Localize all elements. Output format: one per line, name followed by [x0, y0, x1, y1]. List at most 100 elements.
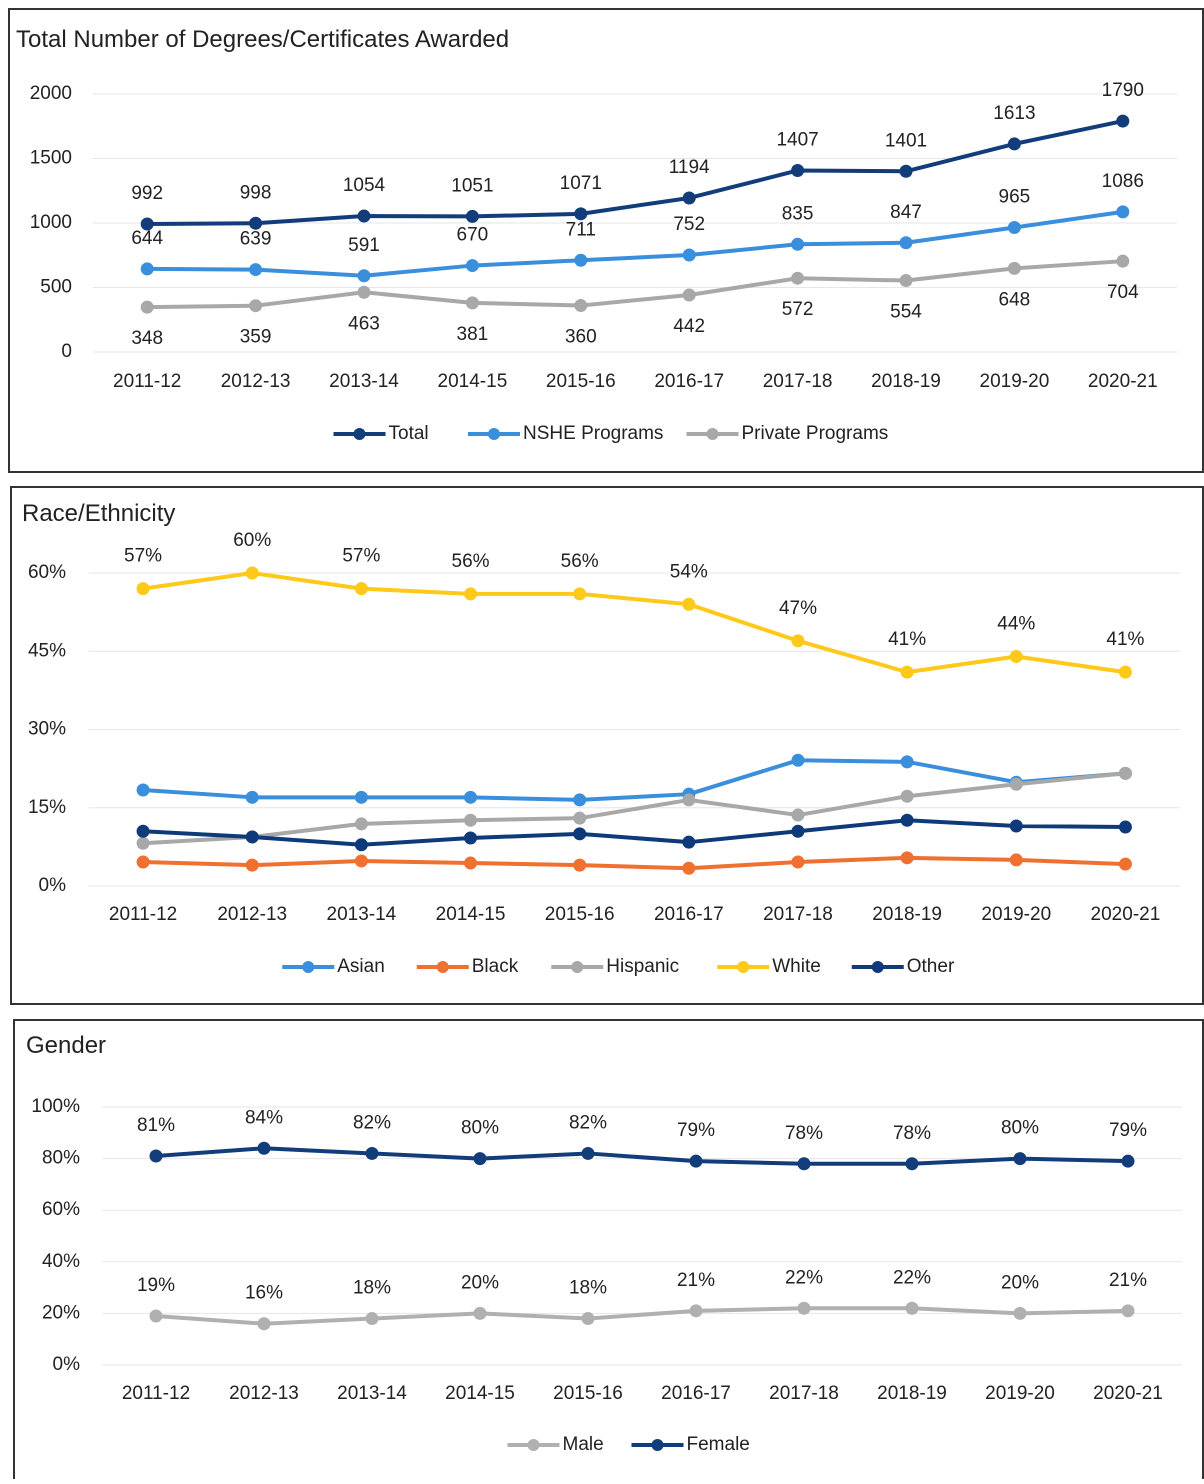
data-label: 442 — [673, 316, 705, 337]
data-label: 847 — [890, 202, 922, 223]
data-point — [354, 582, 368, 596]
series-line — [142, 818, 1126, 847]
x-tick-label: 2016-17 — [661, 1383, 731, 1404]
legend-marker — [436, 961, 449, 973]
data-label: 704 — [1107, 282, 1139, 303]
data-point — [1116, 205, 1130, 219]
y-tick-label: 1000 — [30, 212, 72, 233]
data-point — [1009, 853, 1023, 867]
y-tick-label: 45% — [28, 640, 66, 661]
x-tick-label: 2014-15 — [438, 371, 508, 392]
data-point — [149, 1149, 163, 1163]
data-label: 56% — [561, 551, 599, 572]
data-point — [249, 216, 263, 230]
data-label: 20% — [461, 1272, 499, 1293]
y-tick-label: 60% — [28, 562, 66, 583]
data-point — [357, 269, 371, 283]
series-line — [142, 758, 1126, 802]
x-tick-label: 2019-20 — [980, 371, 1050, 392]
data-point — [682, 288, 696, 302]
series-line — [142, 771, 1126, 846]
y-tick-label: 2000 — [30, 83, 72, 104]
chart-title: Race/Ethnicity — [22, 500, 175, 527]
x-tick-label: 2013-14 — [329, 371, 399, 392]
data-point — [354, 817, 368, 831]
data-point — [1121, 1304, 1135, 1318]
data-point — [140, 262, 154, 276]
data-point — [1118, 820, 1132, 834]
chart-title: Total Number of Degrees/Certificates Awa… — [16, 26, 509, 53]
data-point — [899, 236, 913, 250]
data-label: 22% — [785, 1267, 823, 1288]
data-label: 80% — [461, 1118, 499, 1139]
data-point — [249, 263, 263, 277]
data-point — [357, 209, 371, 223]
data-point — [245, 790, 259, 804]
data-label: 965 — [999, 187, 1031, 208]
data-point — [682, 793, 696, 807]
x-tick-label: 2017-18 — [763, 904, 833, 925]
data-point — [1118, 766, 1132, 780]
data-point — [354, 854, 368, 868]
legend-marker — [706, 428, 719, 440]
data-point — [1009, 819, 1023, 833]
data-point — [791, 824, 805, 838]
data-point — [464, 790, 478, 804]
data-point — [136, 582, 150, 596]
x-tick-label: 2016-17 — [654, 371, 724, 392]
y-tick-label: 500 — [40, 277, 72, 298]
data-point — [791, 753, 805, 767]
data-point — [136, 824, 150, 838]
legend-label: Hispanic — [606, 956, 679, 977]
data-point — [573, 858, 587, 872]
data-label: 463 — [348, 313, 380, 334]
legend-marker — [871, 961, 884, 973]
x-tick-label: 2012-13 — [217, 904, 287, 925]
legend-marker — [737, 961, 750, 973]
data-label: 1613 — [993, 103, 1035, 124]
data-point — [689, 1304, 703, 1318]
y-tick-label: 100% — [31, 1096, 80, 1117]
data-point — [136, 783, 150, 797]
y-tick-label: 0% — [39, 875, 67, 896]
data-point — [1013, 1152, 1027, 1166]
data-point — [682, 248, 696, 262]
data-label: 572 — [782, 299, 814, 320]
data-point — [1007, 137, 1021, 151]
data-point — [473, 1152, 487, 1166]
data-point — [791, 808, 805, 822]
legend-marker — [571, 961, 584, 973]
data-label: 1071 — [560, 173, 602, 194]
data-label: 648 — [999, 289, 1031, 310]
data-point — [1121, 1154, 1135, 1168]
series-line — [147, 259, 1123, 310]
series-line — [143, 855, 1126, 871]
data-label: 80% — [1001, 1118, 1039, 1139]
data-point — [574, 207, 588, 221]
x-tick-label: 2017-18 — [769, 1383, 839, 1404]
x-tick-label: 2015-16 — [553, 1383, 623, 1404]
data-point — [689, 1154, 703, 1168]
chart-title: Gender — [26, 1032, 106, 1059]
data-point — [257, 1317, 271, 1331]
data-point — [136, 855, 150, 869]
data-label: 57% — [124, 546, 162, 567]
data-point — [900, 789, 914, 803]
data-label: 41% — [888, 629, 926, 650]
data-point — [257, 1141, 271, 1155]
data-label: 20% — [1001, 1272, 1039, 1293]
legend-label: Total — [389, 423, 429, 444]
data-point — [149, 1309, 163, 1323]
x-tick-label: 2016-17 — [654, 904, 724, 925]
data-label: 1086 — [1102, 171, 1144, 192]
data-label: 56% — [452, 551, 490, 572]
y-tick-label: 60% — [42, 1199, 80, 1220]
x-tick-label: 2013-14 — [327, 904, 397, 925]
x-tick-label: 2012-13 — [221, 371, 291, 392]
y-tick-label: 0 — [61, 341, 72, 362]
data-point — [1009, 649, 1023, 663]
legend-marker — [302, 961, 315, 973]
panel-border — [10, 486, 1204, 1005]
data-point — [1116, 254, 1130, 268]
data-label: 78% — [785, 1123, 823, 1144]
